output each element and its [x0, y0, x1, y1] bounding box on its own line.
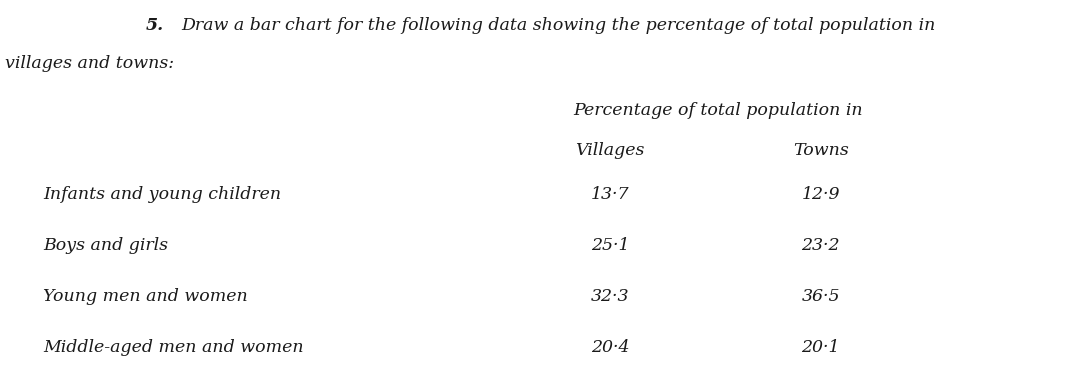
Text: 20·4: 20·4 — [591, 339, 630, 356]
Text: Infants and young children: Infants and young children — [43, 186, 281, 203]
Text: 36·5: 36·5 — [801, 288, 840, 305]
Text: Villages: Villages — [576, 142, 645, 159]
Text: 32·3: 32·3 — [591, 288, 630, 305]
Text: 12·9: 12·9 — [801, 186, 840, 203]
Text: 5.: 5. — [146, 17, 164, 34]
Text: 25·1: 25·1 — [591, 237, 630, 254]
Text: Towns: Towns — [793, 142, 849, 159]
Text: villages and towns:: villages and towns: — [5, 55, 175, 72]
Text: Boys and girls: Boys and girls — [43, 237, 168, 254]
Text: Percentage of total population in: Percentage of total population in — [573, 102, 863, 119]
Text: Young men and women: Young men and women — [43, 288, 248, 305]
Text: 23·2: 23·2 — [801, 237, 840, 254]
Text: 20·1: 20·1 — [801, 339, 840, 356]
Text: 13·7: 13·7 — [591, 186, 630, 203]
Text: Draw a bar chart for the following data showing the percentage of total populati: Draw a bar chart for the following data … — [181, 17, 935, 34]
Text: Middle-aged men and women: Middle-aged men and women — [43, 339, 303, 356]
